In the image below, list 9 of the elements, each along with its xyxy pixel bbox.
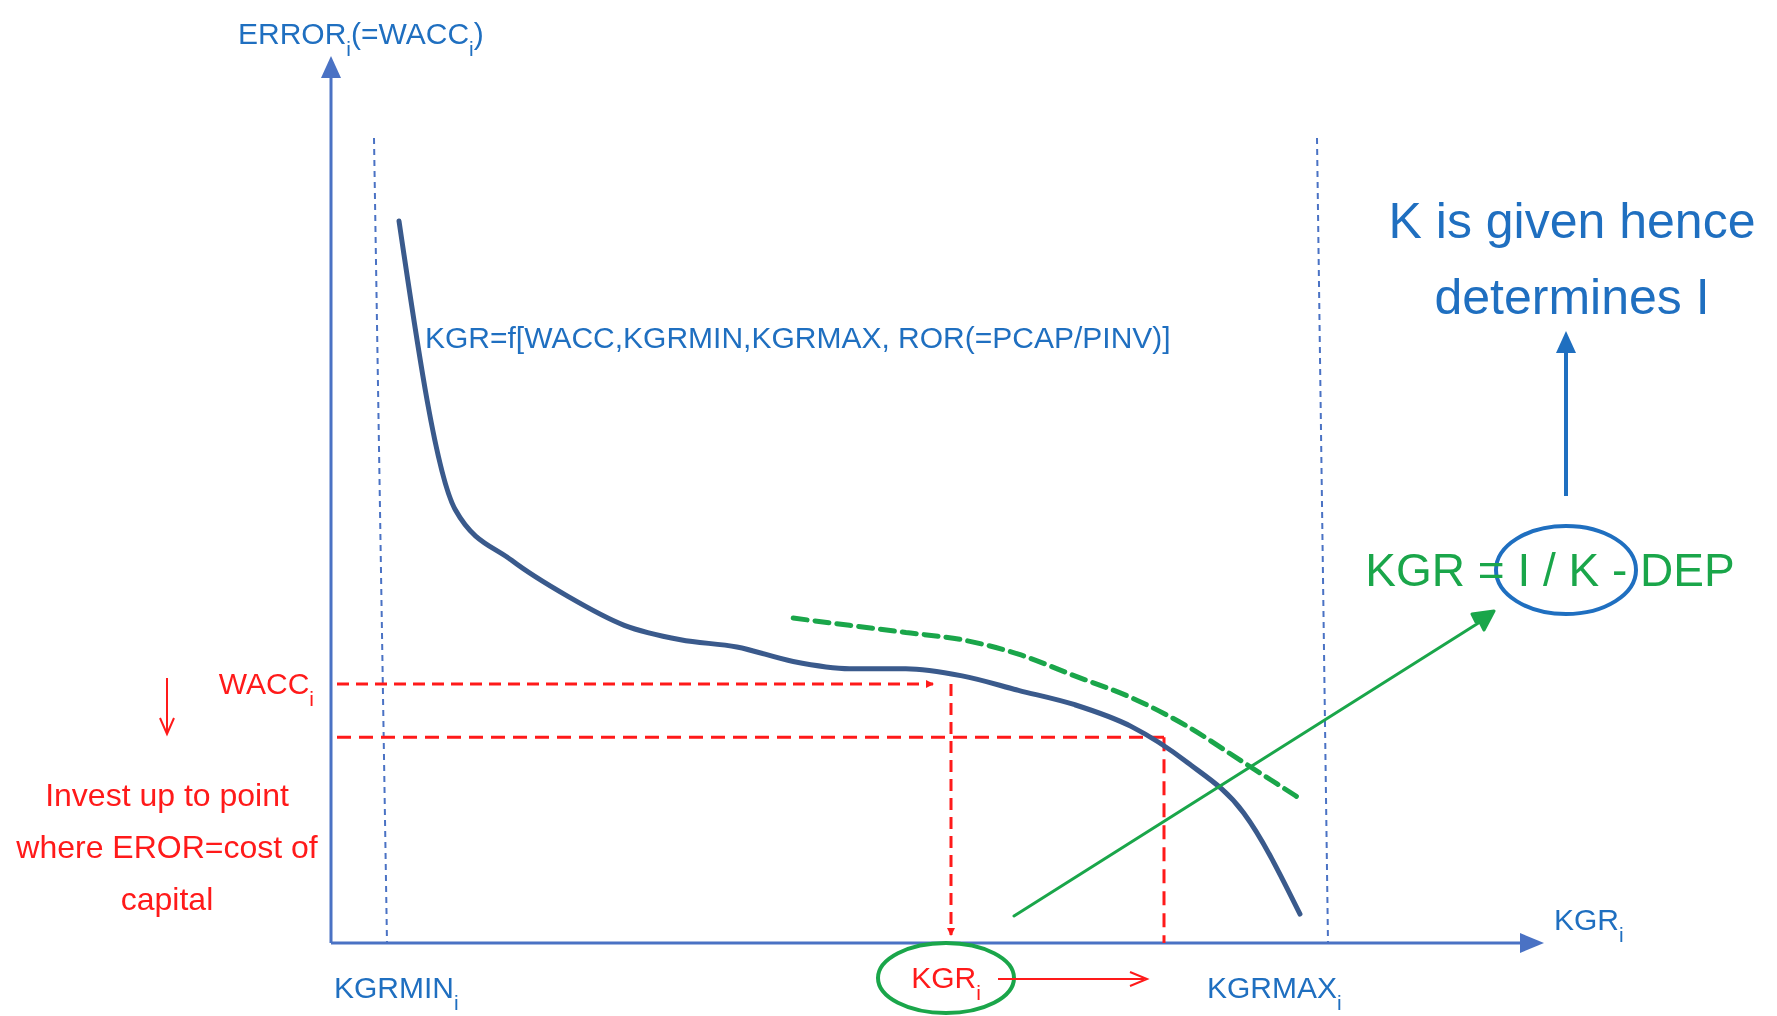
text: ERROR$_{i}$(=WACC$_{i}$) xyxy=(238,17,484,60)
text: WACC$_{i}$ xyxy=(218,667,314,710)
text: KGRMIN$_{i}$ xyxy=(334,971,459,1014)
text: KGR$_{i}$ xyxy=(1554,903,1624,946)
text: K is given hence determines I xyxy=(1388,193,1756,325)
text: Invest up to point where EROR=cost of capital xyxy=(15,777,318,917)
annotation: KGR=f[WACC,KGRMIN,KGRMAX, ROR(=PCAP/PINV)] xyxy=(425,321,1171,354)
text: KGR$_{i}$ xyxy=(911,961,981,1004)
text: KGRMAX$_{i}$ xyxy=(1207,971,1342,1014)
